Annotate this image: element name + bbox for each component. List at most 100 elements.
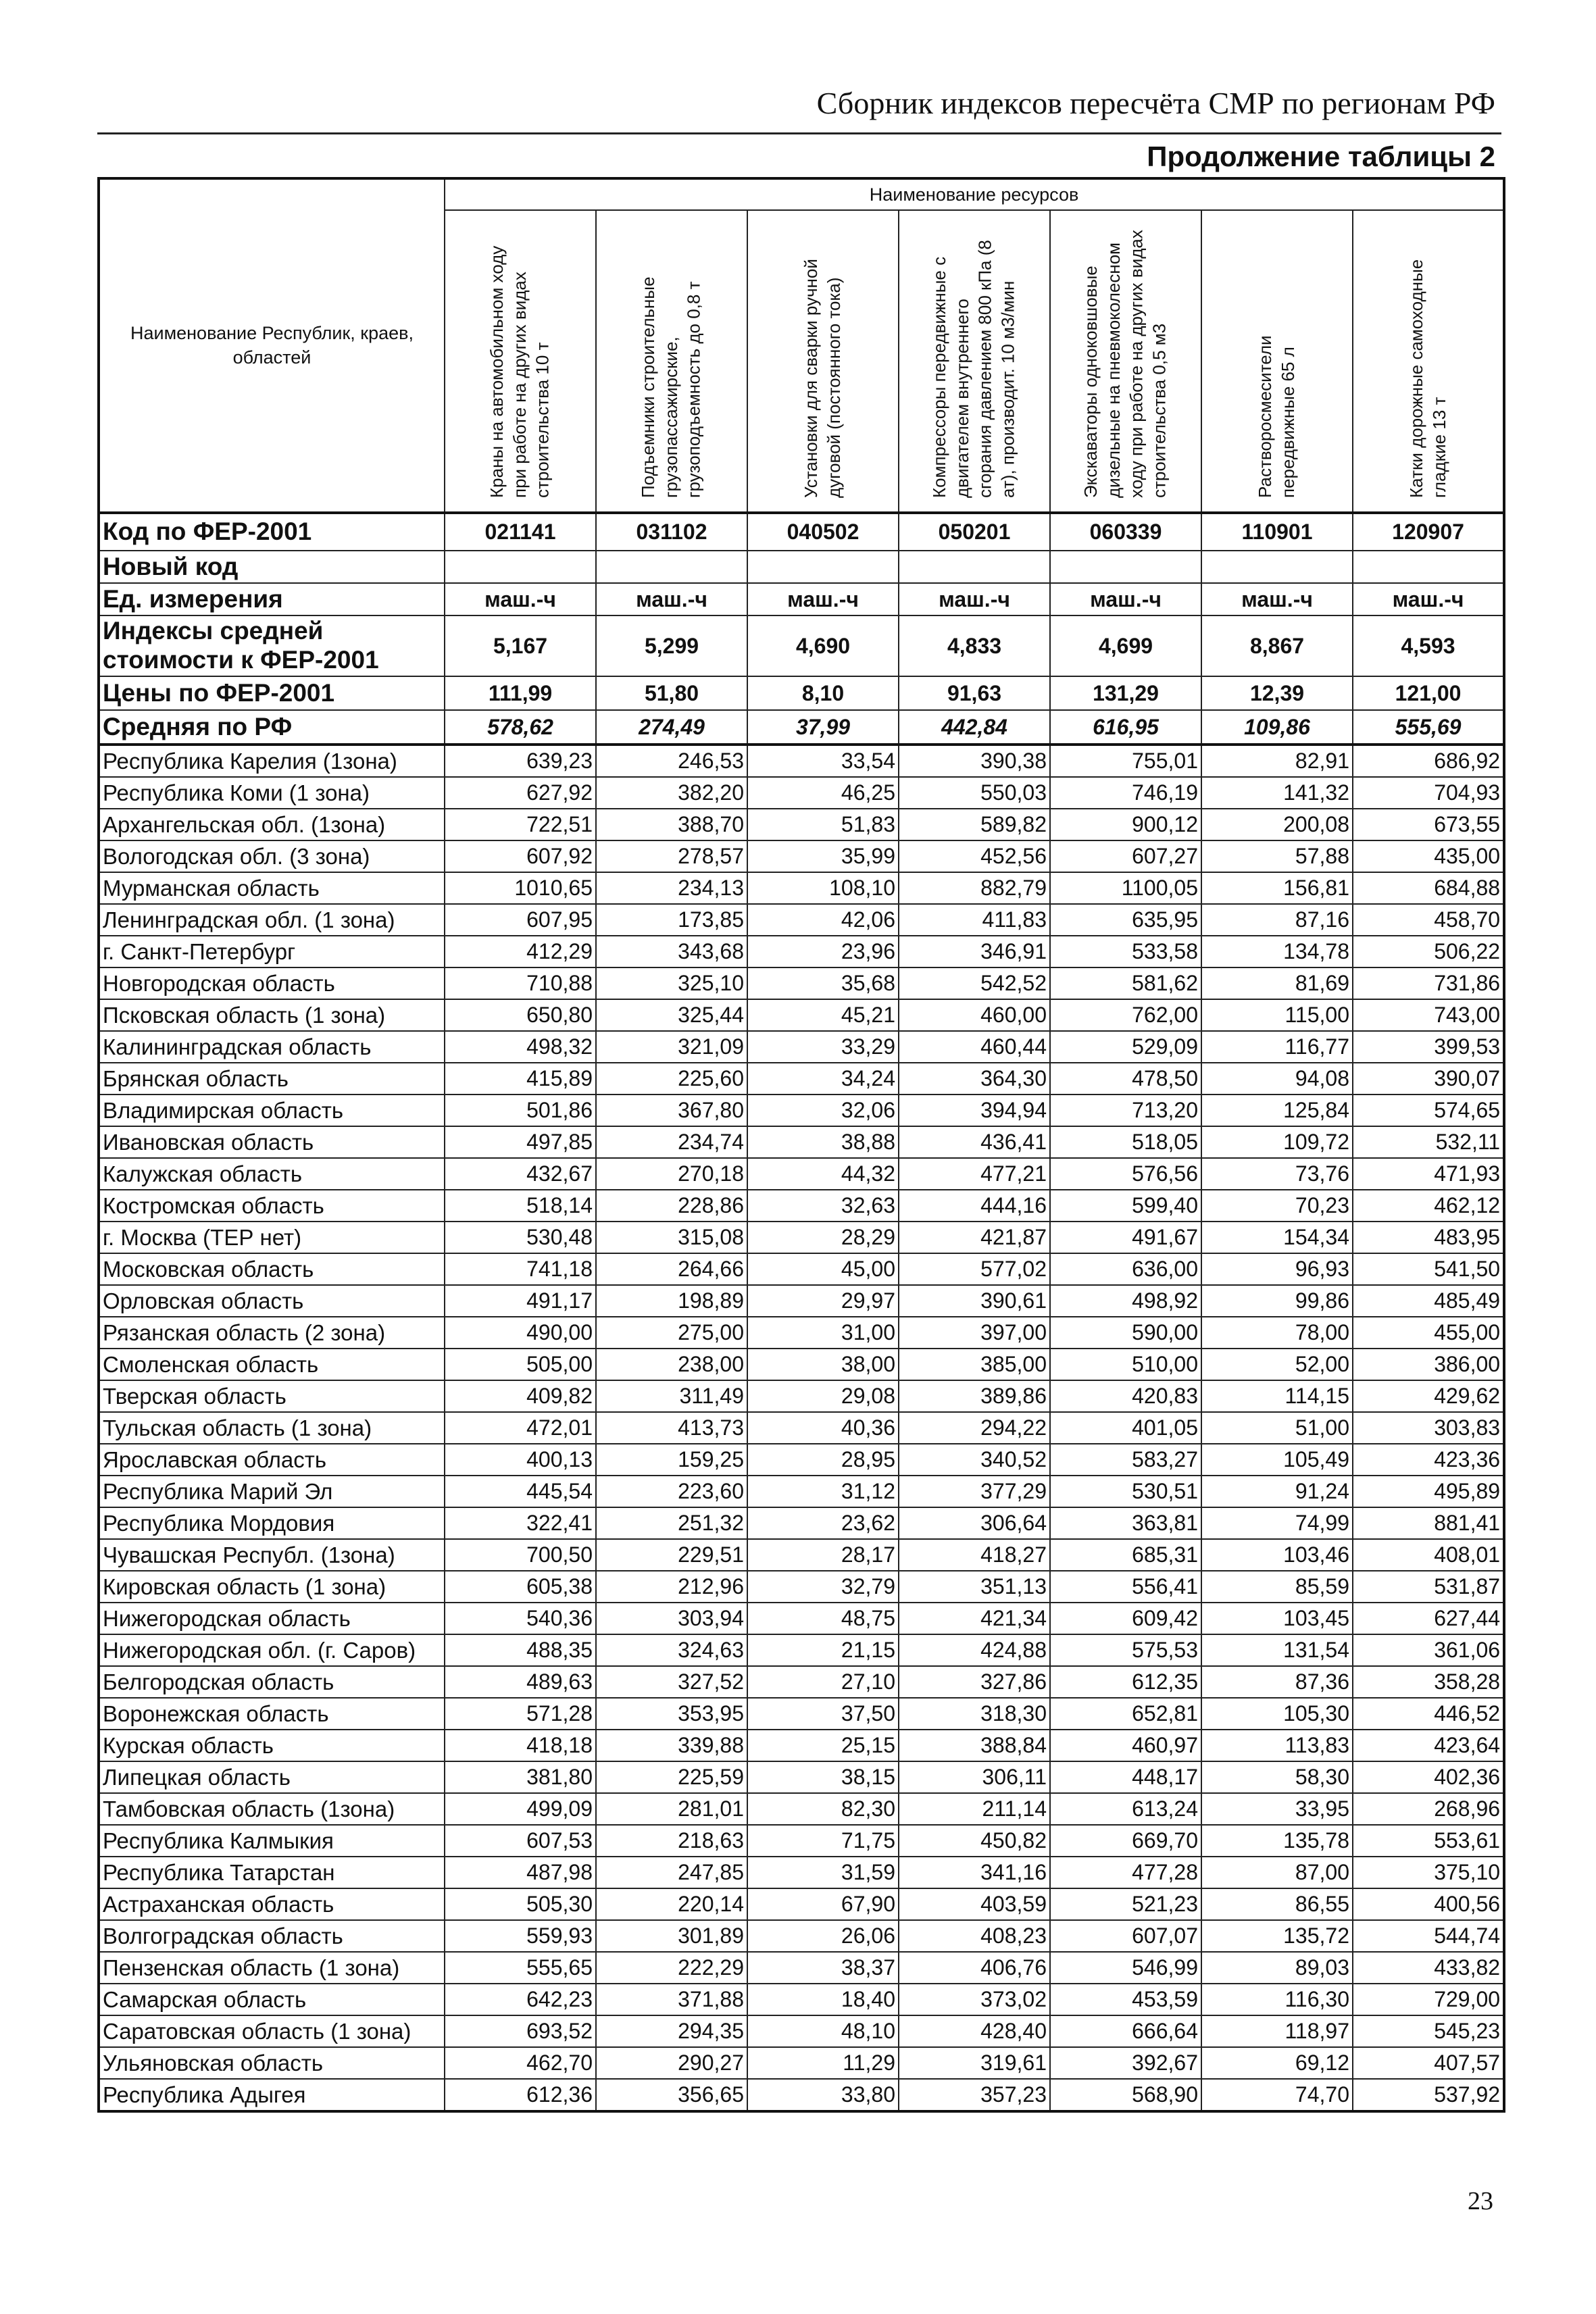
table-cell: 388,70 [595,808,748,841]
table-cell: 693,52 [444,2015,597,2048]
table-cell: 382,20 [595,776,748,809]
table-cell: 550,03 [898,776,1051,809]
table-cell: 530,48 [444,1221,597,1254]
table-cell: 4,690 [747,615,899,677]
table-cell: 116,30 [1201,1983,1353,2016]
table-cell: 118,97 [1201,2015,1353,2048]
table-cell: 421,87 [898,1221,1051,1254]
table-cell: 57,88 [1201,840,1353,873]
table-cell: 364,30 [898,1062,1051,1095]
table-row: Костромская область 518,14 228,86 32,63 444,… [98,1189,1505,1222]
table-cell: 541,50 [1351,1253,1505,1286]
table-cell: 306,64 [898,1507,1051,1540]
table-cell: 900,12 [1049,808,1202,841]
table-cell: 21,15 [747,1634,899,1667]
table-cell: 412,29 [444,935,597,968]
table-cell: 294,35 [595,2015,748,2048]
table-cell: 5,167 [444,615,597,677]
table-cell: 553,61 [1351,1824,1505,1857]
table-cell: 495,89 [1351,1475,1505,1508]
row-label: Новый код [98,550,445,584]
resource-name: Катки дорожные самоходные гладкие 13 т [1405,259,1449,498]
table-cell: 413,73 [595,1411,748,1444]
table-cell: 116,77 [1201,1030,1353,1063]
table-cell: 521,23 [1049,1888,1202,1921]
table-cell: 134,78 [1201,935,1353,968]
region-name: Ульяновская область [98,2046,445,2080]
table-cell: 1010,65 [444,872,597,905]
table-cell: 423,36 [1351,1443,1505,1476]
table-cell: 110901 [1201,511,1353,551]
table-cell: 477,21 [898,1157,1051,1190]
page-number: 23 [1468,2187,1493,2215]
table-cell: 34,24 [747,1062,899,1095]
table-cell: 96,93 [1201,1253,1353,1286]
title-divider [97,132,1501,134]
region-name: Тверская область [98,1380,445,1413]
resource-name: Экскаваторы одноковшовые дизельные на пн… [1080,230,1170,498]
table-cell: 639,23 [444,744,597,778]
new-code-row: Новый код [98,550,1505,584]
table-cell: 666,64 [1049,2015,1202,2048]
table-cell: 141,32 [1201,776,1353,809]
region-name: г. Санкт-Петербург [98,935,445,968]
table-cell: 436,41 [898,1126,1051,1159]
region-name: Тамбовская область (1зона) [98,1792,445,1826]
table-cell: 455,00 [1351,1316,1505,1349]
table-cell: 590,00 [1049,1316,1202,1349]
table-cell: 38,37 [747,1951,899,1984]
resource-name: Растворосмесители передвижные 65 л [1255,335,1298,498]
region-name: Пензенская область (1 зона) [98,1951,445,1984]
table-cell: 607,53 [444,1824,597,1857]
table-cell: 35,99 [747,840,899,873]
table-cell: 303,83 [1351,1411,1505,1444]
table-cell: 389,86 [898,1380,1051,1413]
table-cell: 673,55 [1351,808,1505,841]
table-cell: 424,88 [898,1634,1051,1667]
table-cell: 607,95 [444,903,597,936]
table-cell: 225,60 [595,1062,748,1095]
table-row: Брянская область 415,89 225,60 34,24 364,30 4… [98,1062,1505,1095]
region-column-header: Наименование Республик, краев, областей [98,178,445,513]
table-cell: 478,50 [1049,1062,1202,1095]
region-name: Республика Адыгея [98,2078,445,2112]
table-cell: 58,30 [1201,1761,1353,1794]
table-cell: 477,28 [1049,1856,1202,1889]
region-name: Мурманская область [98,872,445,905]
table-cell: 325,44 [595,999,748,1032]
resource-column-header: Подъемники строительные грузопассажирски… [595,209,748,513]
table-row: Вологодская обл. (3 зона) 607,92 278,57 35,… [98,840,1505,873]
table-cell: 555,69 [1351,709,1505,746]
table-cell: 627,92 [444,776,597,809]
table-cell: 685,31 [1049,1538,1202,1571]
table-cell: 220,14 [595,1888,748,1921]
table-cell: 741,18 [444,1253,597,1286]
table-cell: 247,85 [595,1856,748,1889]
table-cell: 234,13 [595,872,748,905]
table-cell: 421,34 [898,1602,1051,1635]
table-cell: 556,41 [1049,1570,1202,1603]
region-name: Чувашская Республ. (1зона) [98,1538,445,1571]
table-cell: 498,32 [444,1030,597,1063]
table-cell: 616,95 [1049,709,1202,746]
table-row: Республика Марий Эл 445,54 223,60 31,12 377,… [98,1475,1505,1508]
table-cell: 040502 [747,511,899,551]
table-cell: 652,81 [1049,1697,1202,1730]
table-cell: 411,83 [898,903,1051,936]
table-cell: 87,16 [1201,903,1353,936]
table-cell: 530,51 [1049,1475,1202,1508]
table-cell: 105,49 [1201,1443,1353,1476]
table-cell: 700,50 [444,1538,597,1571]
region-name: Брянская область [98,1062,445,1095]
table-cell: 89,03 [1201,1951,1353,1984]
table-cell: 635,95 [1049,903,1202,936]
table-cell: 420,83 [1049,1380,1202,1413]
table-cell: 713,20 [1049,1094,1202,1127]
region-name: Калининградская область [98,1030,445,1063]
row-label: Средняя по РФ [98,709,445,746]
table-cell: 578,62 [444,709,597,746]
table-cell: 87,36 [1201,1665,1353,1699]
region-name: Вологодская обл. (3 зона) [98,840,445,873]
table-cell: 222,29 [595,1951,748,1984]
table-cell: 607,07 [1049,1919,1202,1953]
